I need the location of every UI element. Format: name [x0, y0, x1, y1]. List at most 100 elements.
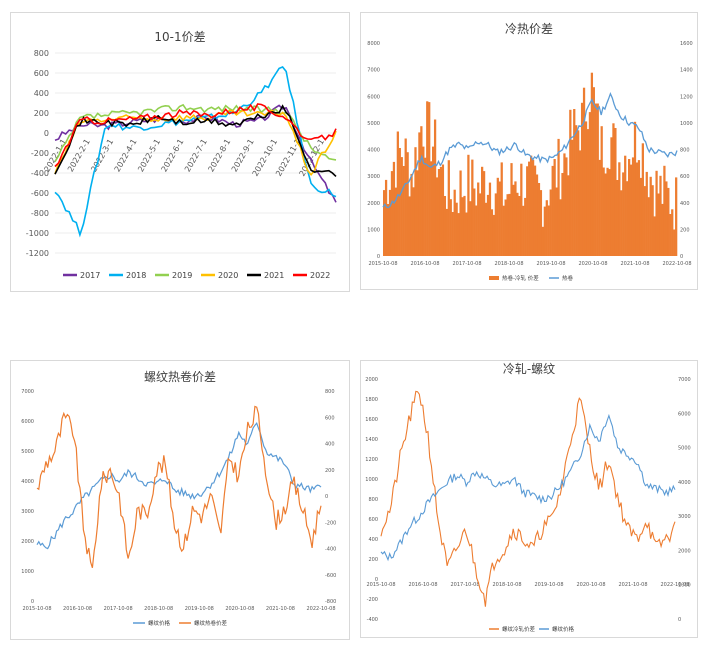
y-tick-label-left: 6000 [367, 94, 380, 100]
bar [439, 167, 443, 256]
bar [663, 165, 666, 256]
x-tick-label: 2018-10-08 [492, 582, 521, 588]
bar [447, 160, 450, 256]
bar [520, 163, 523, 256]
y-tick-label-right: 0 [325, 494, 328, 500]
bar [655, 170, 658, 256]
bar [633, 121, 637, 256]
bar [565, 157, 568, 256]
bar [457, 213, 460, 256]
series-line-热卷 [382, 91, 678, 209]
y-tick-label-left: 3000 [367, 174, 380, 180]
bar [590, 72, 594, 256]
chart-cold-rebar: 冷轧-螺纹20001800160014001200100080060040020… [365, 362, 691, 633]
bar [437, 169, 441, 256]
x-tick-label: 2022-7-1 [183, 138, 209, 174]
bar [667, 187, 670, 256]
bar [631, 157, 635, 256]
y-tick-label-left: 1000 [21, 569, 34, 575]
y-tick-label: -1200 [26, 249, 49, 258]
y-tick-label: -800 [31, 209, 49, 218]
bar [553, 159, 556, 256]
legend-label: 2019 [172, 271, 192, 280]
bar [628, 159, 631, 256]
bar [661, 203, 664, 256]
bar [469, 201, 472, 256]
bar [624, 155, 627, 256]
bar [535, 174, 539, 256]
bar [657, 193, 660, 256]
bar [486, 194, 490, 256]
bar [443, 196, 447, 256]
bar [545, 200, 548, 256]
bar [490, 209, 494, 256]
bar [418, 132, 421, 256]
bar [569, 109, 572, 256]
bar [477, 182, 480, 256]
bar [528, 161, 531, 256]
y-tick-label-right: 3000 [678, 514, 691, 520]
chart-panel-spread-10-1: 10-1价差 800 600 400 200 0 -200 -400 -600 -800 -1000… [10, 12, 350, 292]
y-tick-label-left: 2000 [365, 377, 378, 383]
y-tick-label-right: 200 [680, 227, 690, 233]
bar [473, 188, 476, 256]
bar [567, 175, 570, 256]
bar [571, 139, 574, 256]
bar [547, 205, 550, 256]
bar [543, 206, 546, 256]
bar [396, 131, 399, 256]
bar [512, 184, 515, 256]
bar [506, 194, 509, 256]
y-tick-label-right: 0 [678, 617, 681, 623]
y-tick-label-left: 400 [368, 537, 378, 543]
bar [453, 189, 456, 256]
bar [516, 192, 519, 256]
y-tick-label-right: 4000 [678, 480, 691, 486]
bar [549, 189, 552, 256]
bar [608, 169, 611, 256]
bar [573, 109, 576, 256]
bar [492, 214, 496, 256]
y-tick-label: -1000 [26, 229, 49, 238]
bar [539, 190, 543, 256]
y-tick-label-left: 1000 [365, 477, 378, 483]
x-tick-label: 2022-10-08 [660, 582, 689, 588]
bar [479, 193, 482, 256]
bar [496, 177, 499, 256]
y-tick-label: 0 [44, 129, 49, 138]
bar [669, 214, 672, 256]
y-tick-label-right: 600 [325, 415, 335, 421]
bar [465, 212, 468, 256]
y-tick-label-left: 1000 [367, 227, 380, 233]
y-tick-label-left: 600 [368, 517, 378, 523]
bar [555, 187, 558, 256]
bar [463, 195, 466, 256]
bar [551, 165, 554, 256]
chart-panel-cold-hot-spread: 冷热价差 8000 7000 6000 5000 4000 3000 2000 1000 0 160… [360, 12, 698, 290]
bar [622, 172, 625, 256]
bar [435, 177, 439, 256]
y-tick-label-left: 1600 [365, 417, 378, 423]
x-tick-label: 2022-9-1 [230, 138, 256, 174]
chart-title: 冷热价差 [505, 22, 553, 36]
legend-label: 热卷 [562, 274, 574, 282]
x-tick-label: 2021-10-08 [266, 606, 295, 612]
bar [641, 143, 644, 256]
x-tick-label: 2020-10-08 [576, 582, 605, 588]
bar [432, 146, 435, 256]
bar [584, 121, 588, 257]
x-tick-label: 2017-10-08 [452, 261, 481, 267]
bar [394, 187, 398, 256]
bar [426, 101, 429, 256]
legend-label: 2020 [218, 271, 238, 280]
y-tick-label: 600 [34, 69, 49, 78]
series-line-螺纹价格 [380, 413, 676, 562]
legend-label: 2021 [264, 271, 284, 280]
bar [424, 157, 427, 256]
x-tick-label: 2018-10-08 [144, 606, 173, 612]
bar [530, 155, 533, 256]
y-tick-label-left: 0 [375, 577, 378, 583]
x-tick-label: 2021-10-08 [618, 582, 647, 588]
bar [629, 164, 633, 256]
y-tick-label: 400 [34, 89, 49, 98]
